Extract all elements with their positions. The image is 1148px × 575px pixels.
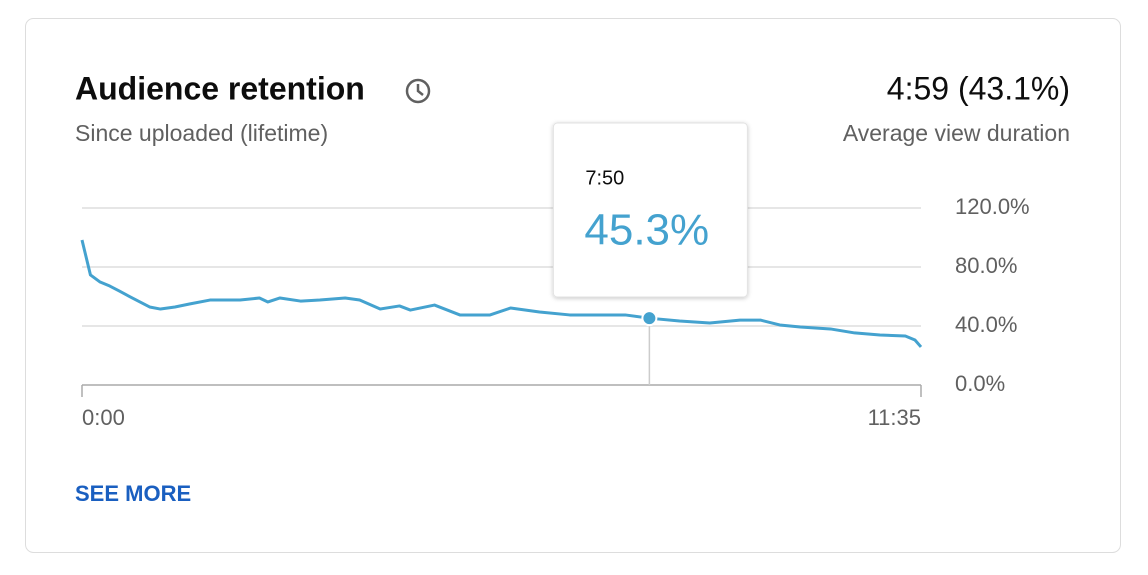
title: Audience retention bbox=[75, 70, 365, 106]
tooltip-box bbox=[552, 122, 748, 298]
summary-value: 4:59 (43.1%) bbox=[887, 70, 1070, 106]
tooltip: 7:50 45.3% bbox=[552, 122, 748, 298]
y-tick-label: 120.0% bbox=[955, 194, 1030, 219]
y-tick-label: 80.0% bbox=[955, 253, 1017, 278]
tooltip-time: 7:50 bbox=[585, 167, 624, 189]
x-tick-label: 11:35 bbox=[868, 405, 921, 430]
y-tick-label: 40.0% bbox=[955, 312, 1017, 337]
see-more-link[interactable]: SEE MORE bbox=[75, 481, 191, 506]
subtitle: Since uploaded (lifetime) bbox=[75, 120, 328, 146]
hover-marker bbox=[641, 310, 658, 327]
y-tick-label: 0.0% bbox=[955, 371, 1005, 396]
tooltip-value: 45.3% bbox=[584, 206, 709, 255]
retention-line bbox=[80, 239, 923, 348]
summary-label: Average view duration bbox=[843, 120, 1070, 146]
clock-icon[interactable] bbox=[405, 78, 431, 104]
x-tick-label: 0:00 bbox=[82, 405, 125, 430]
